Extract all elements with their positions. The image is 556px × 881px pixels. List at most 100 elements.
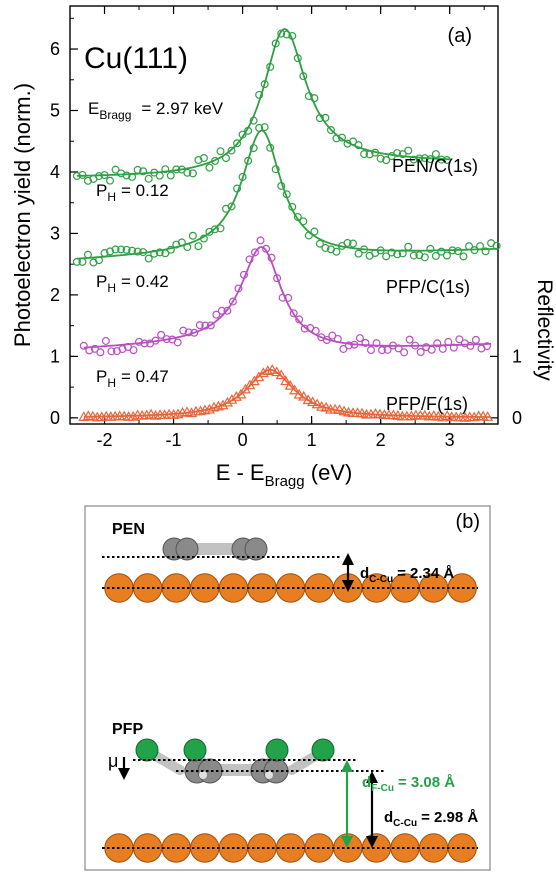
data-point-2	[366, 346, 375, 355]
data-point-2	[438, 344, 447, 353]
data-point-1	[382, 252, 391, 261]
data-point-3	[145, 408, 157, 419]
data-point-2	[416, 348, 425, 357]
data-point-1	[233, 184, 242, 193]
energy-label: EBragg = 2.97 keV	[88, 99, 224, 122]
data-point-0	[83, 176, 92, 185]
data-point-0	[122, 171, 131, 180]
data-point-2	[101, 336, 110, 345]
data-point-2	[151, 336, 160, 345]
data-point-1	[150, 249, 159, 258]
data-point-1	[244, 156, 253, 165]
data-point-2	[112, 347, 121, 356]
data-point-3	[307, 396, 319, 407]
data-point-1	[282, 190, 291, 199]
data-point-0	[227, 146, 236, 155]
x-tick-label: 1	[307, 430, 317, 450]
data-point-1	[453, 247, 462, 256]
data-point-2	[173, 338, 182, 347]
data-point-0	[271, 39, 280, 48]
data-point-0	[299, 72, 308, 81]
f-cu-distance-arrow	[341, 760, 353, 848]
data-point-0	[310, 94, 319, 103]
data-point-0	[216, 147, 225, 156]
data-point-1	[277, 181, 286, 190]
data-point-0	[233, 139, 242, 148]
data-point-1	[332, 247, 341, 256]
data-point-1	[72, 257, 81, 266]
data-point-2	[455, 335, 464, 344]
pen-label: PEN	[112, 521, 145, 538]
data-point-2	[361, 338, 370, 347]
data-point-2	[400, 348, 409, 357]
data-point-2	[267, 253, 276, 262]
data-point-1	[100, 249, 109, 258]
data-point-2	[466, 341, 475, 350]
data-point-2	[378, 346, 387, 355]
plot-frame	[69, 5, 499, 425]
data-point-0	[94, 172, 103, 181]
data-point-2	[195, 321, 204, 330]
y2-tick-label: 0	[512, 408, 522, 428]
data-point-1	[420, 253, 429, 262]
data-point-3	[172, 408, 184, 419]
data-point-1	[465, 242, 474, 251]
data-point-0	[404, 146, 413, 155]
data-point-1	[393, 250, 402, 259]
y2-axis-label: Reflectivity	[533, 279, 556, 381]
data-point-0	[155, 171, 164, 180]
data-point-0	[282, 30, 291, 39]
data-point-1	[376, 246, 385, 255]
data-point-3	[311, 398, 323, 409]
sample-label: Cu(111)	[84, 42, 188, 75]
data-point-1	[299, 217, 308, 226]
data-point-0	[166, 171, 175, 180]
data-point-1	[133, 247, 142, 256]
data-point-0	[249, 116, 258, 125]
data-point-2	[190, 328, 199, 337]
data-point-0	[442, 155, 451, 164]
data-point-2	[206, 321, 215, 330]
fit-curve-2	[83, 246, 492, 349]
data-point-0	[304, 92, 313, 101]
data-point-0	[78, 170, 87, 179]
data-point-3	[302, 394, 314, 405]
fluorine-atom	[183, 738, 207, 762]
data-point-1	[122, 245, 131, 254]
fluorine-atom	[265, 738, 289, 762]
data-point-0	[255, 90, 264, 99]
data-point-1	[117, 245, 126, 254]
data-point-1	[321, 243, 330, 252]
data-point-0	[315, 114, 324, 123]
data-point-1	[249, 144, 258, 153]
data-point-0	[205, 163, 214, 172]
data-point-1	[310, 227, 319, 236]
data-point-1	[404, 242, 413, 251]
atom-highlight	[265, 771, 273, 779]
data-point-2	[444, 337, 453, 346]
data-point-0	[199, 154, 208, 163]
data-point-0	[183, 168, 192, 177]
data-point-2	[344, 341, 353, 350]
data-point-0	[106, 176, 115, 185]
data-point-2	[278, 293, 287, 302]
copper-atom	[190, 573, 220, 603]
data-point-2	[85, 346, 94, 355]
data-point-2	[79, 341, 88, 350]
y2-tick-label: 1	[512, 346, 522, 366]
x-axis-label: E - EBragg (eV)	[216, 460, 353, 490]
series-label-pen-c1s: PEN/C(1s)	[392, 156, 478, 176]
data-point-2	[383, 345, 392, 354]
data-point-0	[365, 150, 374, 159]
data-point-1	[161, 249, 170, 258]
data-point-0	[360, 150, 369, 159]
data-point-0	[371, 148, 380, 157]
data-point-3	[230, 390, 242, 401]
data-point-3	[127, 410, 139, 421]
y-tick-label: 2	[50, 285, 60, 305]
diagram-panel-b: (b) PEN PFP dC-Cu = 2.34 Å	[84, 505, 491, 871]
data-point-2	[212, 310, 221, 319]
data-point-1	[360, 245, 369, 254]
panel-a-label: (a)	[448, 25, 472, 47]
